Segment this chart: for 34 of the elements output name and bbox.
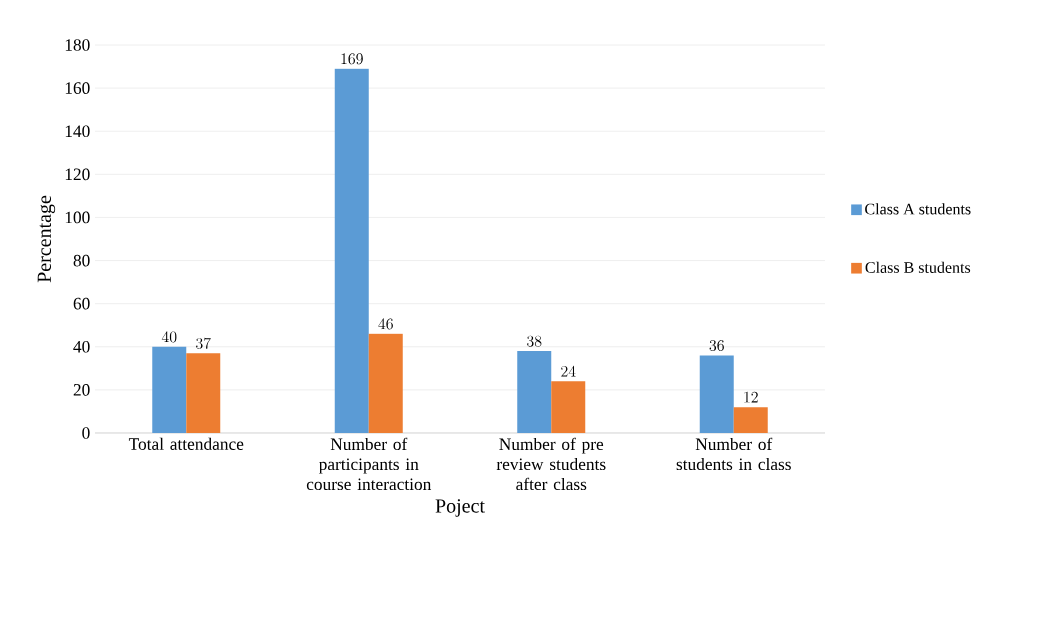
data-label: 40: [161, 331, 177, 343]
bar: [368, 333, 403, 433]
data-label: 37: [196, 337, 211, 349]
data-label: 169: [341, 53, 363, 65]
y-tick-label: 20: [73, 384, 90, 396]
x-axis-title: Poject: [435, 499, 485, 517]
legend-label: Class B students: [865, 261, 971, 273]
x-tick-label: Number of pre review students after class: [496, 437, 606, 491]
data-label: 38: [527, 335, 542, 347]
y-tick-label: 120: [65, 168, 90, 181]
y-tick-label: 100: [65, 211, 90, 224]
x-tick-label: Number of participants in course interaction: [306, 437, 432, 491]
bar: [186, 353, 221, 433]
y-tick-label: 180: [65, 39, 90, 51]
bar: [334, 68, 369, 433]
data-label: 12: [744, 391, 758, 403]
y-tick-label: 160: [65, 82, 90, 94]
y-tick-label: 80: [73, 254, 90, 267]
data-label: 36: [709, 340, 724, 352]
legend-label: Class A students: [865, 203, 971, 215]
bar: [733, 407, 768, 433]
x-tick-label: Number of students in class: [676, 437, 791, 471]
y-tick-label: 60: [73, 297, 90, 310]
data-label: 46: [378, 318, 393, 330]
y-tick-label: 40: [73, 340, 90, 353]
y-axis-title: Percentage: [37, 195, 56, 283]
bar: [152, 346, 187, 433]
data-label: 24: [561, 365, 576, 377]
bar: [551, 381, 586, 433]
bar: [699, 355, 734, 433]
x-tick-label: Total attendance: [128, 437, 244, 450]
y-tick-label: 140: [65, 125, 90, 138]
bar: [517, 351, 552, 433]
y-tick-label: 0: [82, 427, 90, 439]
